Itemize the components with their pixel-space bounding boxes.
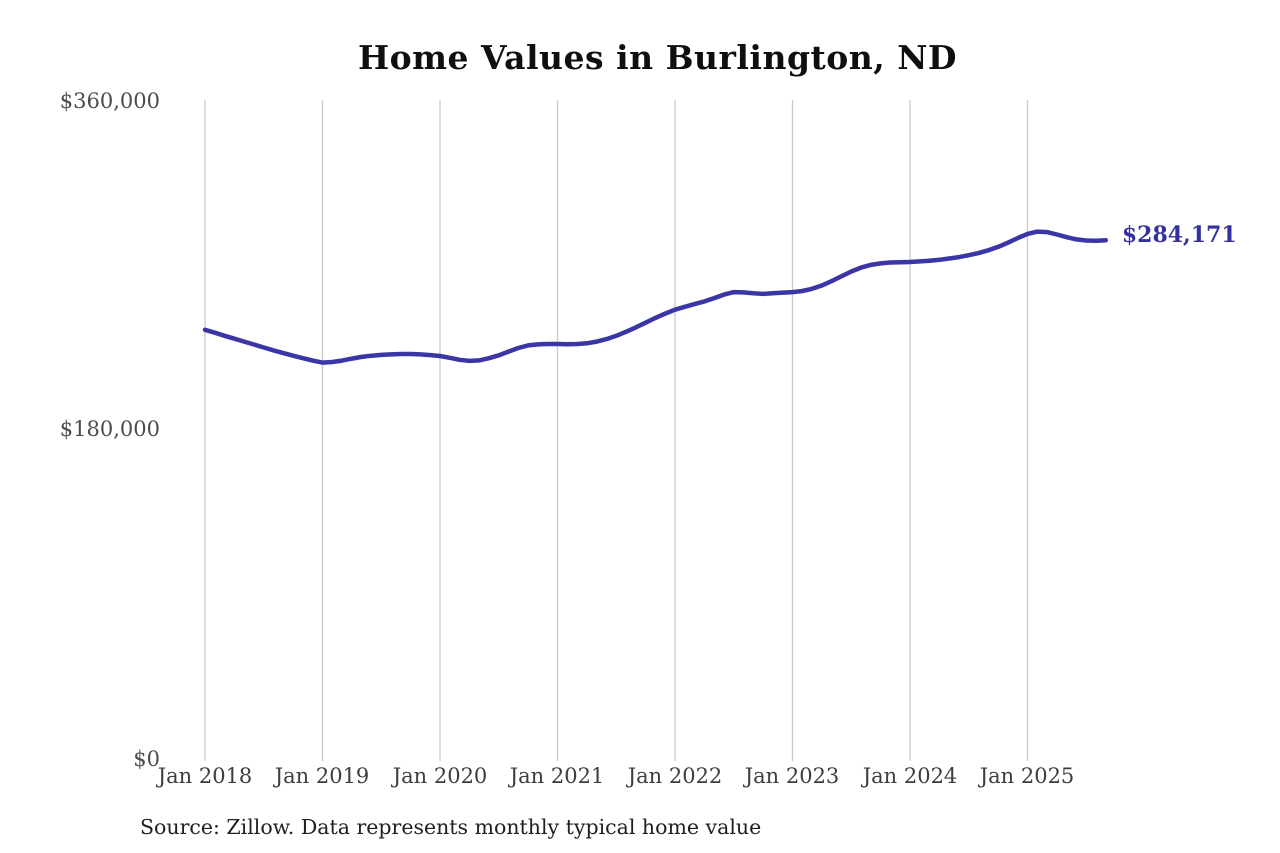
y-tick-360000: $360,000: [59, 89, 160, 113]
x-tick-jan-2020: Jan 2020: [392, 764, 488, 788]
end-value-label: $284,171: [1121, 222, 1237, 249]
x-tick-jan-2018: Jan 2018: [157, 764, 253, 788]
x-tick-jan-2025: Jan 2025: [979, 764, 1075, 788]
y-tick-180000: $180,000: [59, 417, 160, 441]
value-line: [202, 229, 1109, 365]
x-tick-jan-2024: Jan 2024: [862, 764, 958, 788]
y-tick-0: $0: [133, 747, 160, 771]
x-tick-jan-2022: Jan 2022: [627, 764, 723, 788]
x-tick-jan-2019: Jan 2019: [274, 764, 370, 788]
x-tick-jan-2023: Jan 2023: [744, 764, 840, 788]
chart-title: Home Values in Burlington, ND: [357, 38, 958, 77]
x-tick-jan-2021: Jan 2021: [509, 764, 605, 788]
source-note: Source: Zillow. Data represents monthly …: [140, 815, 762, 839]
